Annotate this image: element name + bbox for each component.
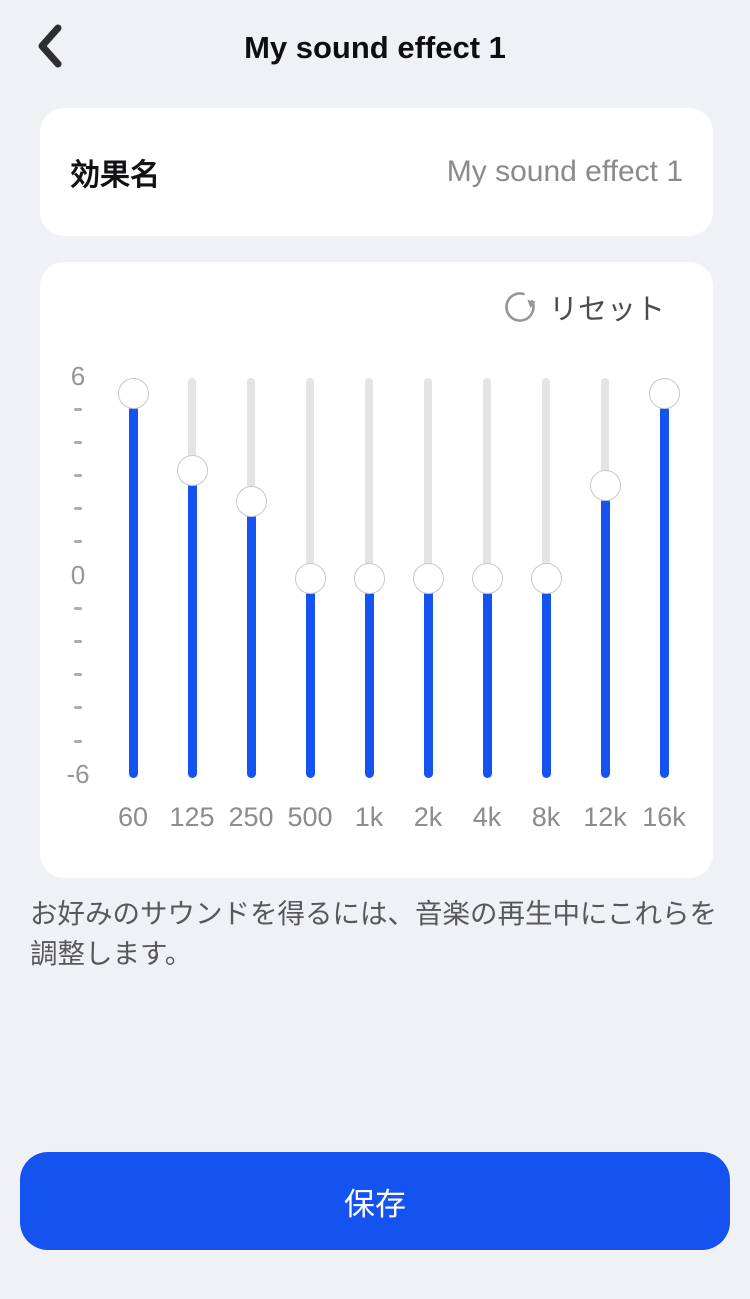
eq-band-2k[interactable]: 2k <box>399 378 458 858</box>
reset-button[interactable]: リセット <box>501 286 665 328</box>
freq-label-12k: 12k <box>583 802 627 832</box>
tick-mark <box>74 673 82 677</box>
eq-band-60[interactable]: 60 <box>104 378 163 858</box>
back-icon <box>36 23 64 69</box>
freq-label-500: 500 <box>287 802 333 832</box>
axis-label-0: 0 <box>70 560 86 590</box>
description-text: お好みのサウンドを得るには、音楽の再生中にこれらを調整します。 <box>30 898 717 969</box>
axis-label--6: -6 <box>66 759 90 790</box>
reset-icon <box>501 288 539 326</box>
freq-label-250: 250 <box>228 802 274 832</box>
slider-fill <box>600 497 610 778</box>
freq-label-8k: 8k <box>531 802 561 832</box>
eq-band-8k[interactable]: 8k <box>517 378 576 858</box>
freq-label-2k: 2k <box>413 802 443 832</box>
slider-thumb[interactable] <box>117 378 149 409</box>
slider-fill <box>541 590 551 778</box>
equalizer-card: 6 0 -6 60 125 250 500 1k 2k 4k 8k 12k 16k リセット <box>40 262 713 878</box>
effect-name-card[interactable]: 効果名 My sound effect 1 <box>40 108 713 236</box>
slider-fill <box>423 590 433 778</box>
effect-name-label: 効果名 <box>70 159 160 192</box>
slider-fill <box>246 513 256 778</box>
slider-thumb[interactable] <box>294 562 326 594</box>
slider-thumb[interactable] <box>471 562 503 594</box>
back-button[interactable] <box>24 14 76 78</box>
tick-mark <box>74 440 82 444</box>
slider-thumb[interactable] <box>235 485 267 517</box>
save-button[interactable]: 保存 <box>20 1152 730 1250</box>
slider-thumb[interactable] <box>353 562 385 594</box>
page-title: My sound effect 1 <box>244 30 506 65</box>
eq-band-4k[interactable]: 4k <box>458 378 517 858</box>
tick-mark <box>74 507 82 511</box>
freq-label-4k: 4k <box>472 802 502 832</box>
slider-fill <box>128 405 138 778</box>
slider-fill <box>364 590 374 778</box>
eq-band-1k[interactable]: 1k <box>340 378 399 858</box>
freq-label-1k: 1k <box>354 802 384 832</box>
eq-band-500[interactable]: 500 <box>281 378 340 858</box>
axis-label-6: 6 <box>70 360 86 391</box>
effect-name-value: My sound effect 1 <box>446 155 683 188</box>
equalizer: 6 0 -6 60 125 250 500 1k 2k 4k 8k 12k 16k <box>40 262 713 878</box>
tick-mark <box>74 407 82 411</box>
reset-label: リセット <box>548 294 665 326</box>
eq-band-125[interactable]: 125 <box>163 378 222 858</box>
slider-thumb[interactable] <box>589 470 621 502</box>
slider-fill <box>305 590 315 778</box>
tick-mark <box>74 473 82 477</box>
freq-label-60: 60 <box>117 802 149 832</box>
tick-mark <box>74 606 82 610</box>
eq-band-12k[interactable]: 12k <box>576 378 635 858</box>
slider-thumb[interactable] <box>648 378 680 409</box>
slider-thumb[interactable] <box>412 562 444 594</box>
slider-fill <box>482 590 492 778</box>
tick-mark <box>74 639 82 643</box>
tick-mark <box>74 739 82 743</box>
eq-band-16k[interactable]: 16k <box>635 378 694 858</box>
slider-thumb[interactable] <box>176 454 208 486</box>
freq-label-125: 125 <box>169 802 215 832</box>
slider-thumb[interactable] <box>530 562 562 594</box>
tick-mark <box>74 540 82 544</box>
freq-label-16k: 16k <box>642 802 686 832</box>
slider-fill <box>187 482 197 778</box>
eq-band-250[interactable]: 250 <box>222 378 281 858</box>
slider-fill <box>659 405 669 778</box>
tick-mark <box>74 706 82 710</box>
header: My sound effect 1 <box>0 0 750 96</box>
